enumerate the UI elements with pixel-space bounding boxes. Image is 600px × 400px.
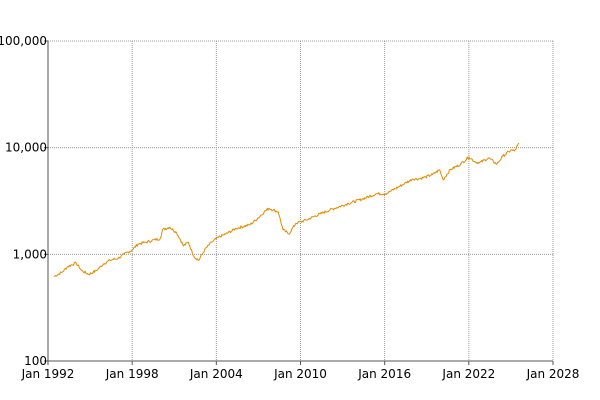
x-tick-label: Jan 2004 [189, 367, 243, 381]
x-tick-label: Jan 2028 [526, 367, 580, 381]
x-tick-label: Jan 2010 [273, 367, 327, 381]
axes [44, 40, 554, 365]
y-tick-label: 1,000 [13, 247, 47, 261]
x-axis-tick-labels: Jan 1992 Jan 1998 Jan 2004 Jan 2010 Jan 2016… [21, 367, 580, 381]
series-group [53, 142, 520, 277]
x-tick-label: Jan 1998 [105, 367, 159, 381]
x-tick-label: Jan 2016 [357, 367, 411, 381]
grid-lines [47, 40, 554, 362]
y-tick-label: 100 [24, 354, 47, 368]
y-axis-tick-labels: 100 1,000 10,000 100,000 [0, 34, 47, 368]
x-tick-label: Jan 1992 [21, 367, 75, 381]
series-line-0 [53, 142, 520, 277]
y-tick-label: 10,000 [5, 141, 47, 155]
x-tick-label: Jan 2022 [441, 367, 495, 381]
y-tick-label: 100,000 [0, 34, 47, 48]
